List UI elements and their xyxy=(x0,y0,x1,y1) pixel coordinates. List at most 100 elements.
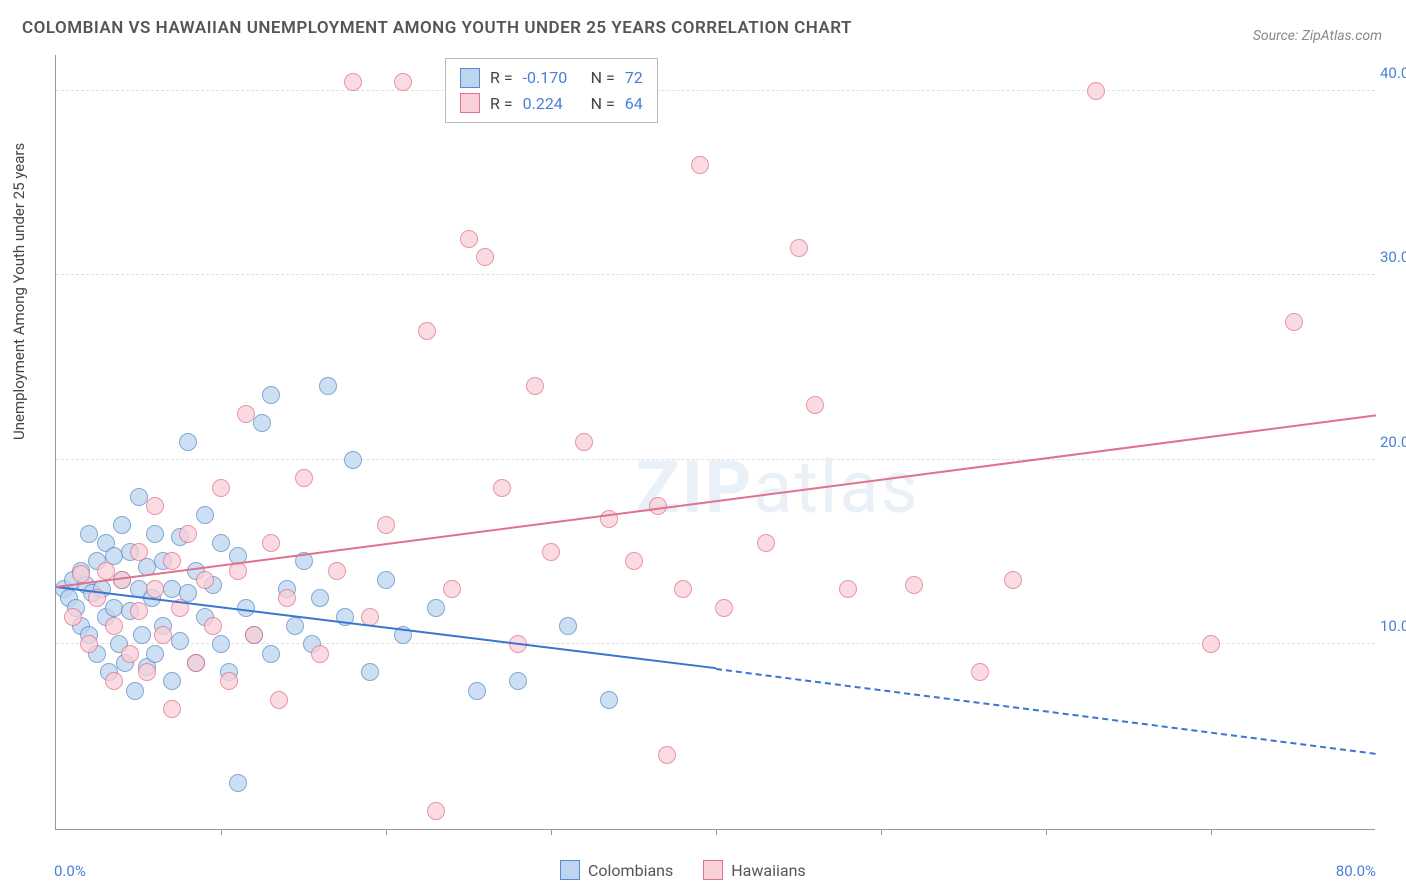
data-point xyxy=(278,589,296,607)
data-point xyxy=(575,433,593,451)
data-point xyxy=(328,562,346,580)
y-tick-label: 40.0% xyxy=(1380,64,1406,82)
data-point xyxy=(163,700,181,718)
data-point xyxy=(105,672,123,690)
data-point xyxy=(1202,635,1220,653)
data-point xyxy=(146,580,164,598)
trend-line xyxy=(56,415,1376,589)
data-point xyxy=(253,414,271,432)
x-tick xyxy=(551,829,552,835)
data-point xyxy=(212,479,230,497)
data-point xyxy=(971,663,989,681)
data-point xyxy=(443,580,461,598)
legend-swatch xyxy=(460,68,480,88)
data-point xyxy=(80,525,98,543)
data-point xyxy=(146,525,164,543)
data-point xyxy=(559,617,577,635)
data-point xyxy=(427,802,445,820)
data-point xyxy=(130,543,148,561)
data-point xyxy=(126,682,144,700)
y-tick-label: 10.0% xyxy=(1380,617,1406,635)
legend-item: Hawaiians xyxy=(703,860,805,880)
data-point xyxy=(542,543,560,561)
data-point xyxy=(476,248,494,266)
data-point xyxy=(1285,313,1303,331)
y-axis-label: Unemployment Among Youth under 25 years xyxy=(10,143,28,440)
data-point xyxy=(600,691,618,709)
data-point xyxy=(80,635,98,653)
chart-title: COLOMBIAN VS HAWAIIAN UNEMPLOYMENT AMONG… xyxy=(22,18,852,38)
x-tick xyxy=(221,829,222,835)
legend-swatch xyxy=(460,93,480,113)
r-value: -0.170 xyxy=(523,65,581,91)
data-point xyxy=(509,672,527,690)
data-point xyxy=(121,645,139,663)
data-point xyxy=(64,608,82,626)
x-axis-max-label: 80.0% xyxy=(1336,862,1376,880)
data-point xyxy=(220,672,238,690)
r-label: R = xyxy=(490,65,513,91)
data-point xyxy=(262,645,280,663)
series-legend: Colombians Hawaiians xyxy=(560,860,806,880)
data-point xyxy=(1004,571,1022,589)
data-point xyxy=(113,516,131,534)
data-point xyxy=(154,626,172,644)
plot-area: ZIPatlas 10.0%20.0%30.0%40.0% xyxy=(55,55,1375,830)
data-point xyxy=(105,617,123,635)
data-point xyxy=(212,534,230,552)
data-point xyxy=(806,396,824,414)
data-point xyxy=(262,534,280,552)
data-point xyxy=(311,589,329,607)
data-point xyxy=(493,479,511,497)
x-axis-min-label: 0.0% xyxy=(54,862,86,880)
data-point xyxy=(146,497,164,515)
legend-label: Colombians xyxy=(588,861,673,880)
legend-label: Hawaiians xyxy=(731,861,805,880)
data-point xyxy=(361,663,379,681)
data-point xyxy=(138,663,156,681)
legend-swatch xyxy=(703,860,723,880)
data-point xyxy=(344,451,362,469)
data-point xyxy=(245,626,263,644)
watermark-bold: ZIP xyxy=(636,445,753,530)
data-point xyxy=(229,774,247,792)
data-point xyxy=(674,580,692,598)
x-tick xyxy=(1046,829,1047,835)
data-point xyxy=(839,580,857,598)
watermark-rest: atlas xyxy=(753,445,920,530)
y-tick-label: 20.0% xyxy=(1380,433,1406,451)
data-point xyxy=(270,691,288,709)
data-point xyxy=(212,635,230,653)
data-point xyxy=(418,322,436,340)
data-point xyxy=(319,377,337,395)
x-tick xyxy=(1211,829,1212,835)
data-point xyxy=(658,746,676,764)
n-label: N = xyxy=(591,65,615,91)
data-point xyxy=(163,580,181,598)
data-point xyxy=(105,599,123,617)
data-point xyxy=(790,239,808,257)
data-point xyxy=(460,230,478,248)
data-point xyxy=(179,525,197,543)
gridline xyxy=(56,90,1375,91)
legend-stat-row: R =0.224N =64 xyxy=(460,91,643,117)
data-point xyxy=(1087,82,1105,100)
n-value: 72 xyxy=(625,65,643,91)
data-point xyxy=(715,599,733,617)
correlation-legend: R = -0.170 N = 72R =0.224N =64 xyxy=(445,58,658,123)
source-attribution: Source: ZipAtlas.com xyxy=(1253,28,1382,44)
data-point xyxy=(377,571,395,589)
data-point xyxy=(427,599,445,617)
watermark: ZIPatlas xyxy=(636,445,920,530)
data-point xyxy=(286,617,304,635)
data-point xyxy=(344,73,362,91)
data-point xyxy=(905,576,923,594)
x-tick xyxy=(386,829,387,835)
data-point xyxy=(377,516,395,534)
data-point xyxy=(179,433,197,451)
data-point xyxy=(204,617,222,635)
data-point xyxy=(468,682,486,700)
data-point xyxy=(526,377,544,395)
data-point xyxy=(311,645,329,663)
data-point xyxy=(295,469,313,487)
